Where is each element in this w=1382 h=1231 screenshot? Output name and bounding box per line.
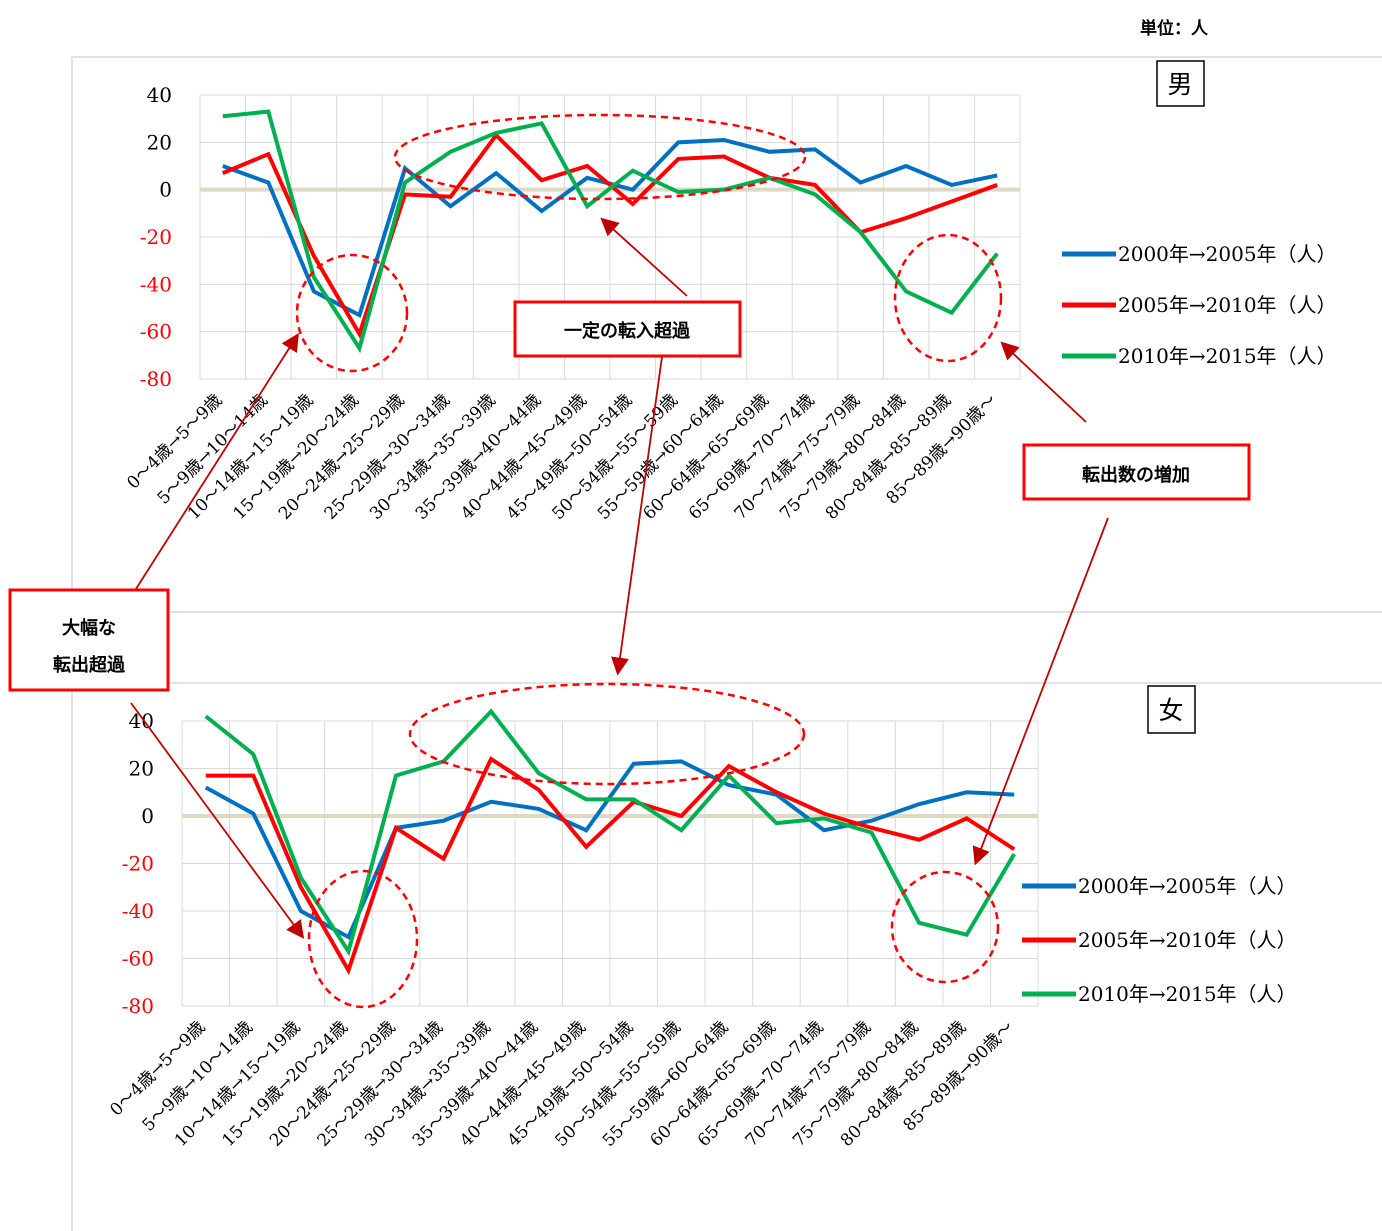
male-legend-label-3: 2010年→2015年（人） (1118, 344, 1337, 368)
arrow-large-to-male (133, 332, 299, 593)
male-ytick-label: -40 (140, 272, 172, 296)
male-20s-ellipse (295, 253, 409, 373)
arrows (130, 217, 1109, 939)
female-ytick-label: -40 (122, 899, 154, 923)
male-title-box: 男 (1156, 60, 1205, 107)
arrow-outflow-to-male (1000, 341, 1087, 423)
female-ytick-label: -20 (122, 852, 154, 876)
arrow-large-to-female (130, 702, 305, 939)
callout-outflow-increase-text: 転出数の増加 (1082, 464, 1190, 486)
female-chart: 40200-20-40-60-800～4歳→5～9歳5～9歳→10～14歳10～… (106, 708, 1297, 1151)
callout-large-outflow-line2: 転出超過 (53, 654, 126, 676)
female-series-line-3 (204, 708, 1016, 957)
female-ytick-label: 20 (129, 757, 154, 781)
female-legend-label-2: 2005年→2010年（人） (1078, 928, 1297, 952)
female-inflow-ellipse (408, 682, 806, 786)
male-series-line-3 (222, 109, 999, 354)
callout-constant-inflow-text: 一定の転入超過 (564, 320, 691, 342)
female-title-box: 女 (1147, 685, 1196, 734)
female-ytick-label: -80 (122, 994, 154, 1018)
male-ytick-label: -80 (140, 367, 172, 391)
male-inflow-ellipse (393, 113, 807, 201)
female-legend-label-3: 2010年→2015年（人） (1078, 982, 1297, 1006)
arrow-inflow-to-female (611, 356, 663, 676)
arrow-outflow-to-female (972, 517, 1109, 866)
callout-constant-inflow: 一定の転入超過 (513, 300, 742, 358)
callout-large-outflow: 大幅な 転出超過 (8, 588, 170, 692)
female-series-line-1 (204, 759, 1015, 940)
male-title: 男 (1167, 70, 1192, 99)
female-gridlines (181, 720, 1039, 1007)
male-ytick-label: 0 (159, 178, 172, 202)
female-20s-ellipse (307, 869, 419, 1009)
female-title: 女 (1158, 696, 1183, 725)
male-gridlines (199, 94, 1021, 380)
male-legend-label-1: 2000年→2005年（人） (1118, 242, 1337, 266)
male-series-line-2 (222, 132, 998, 339)
female-elderly-ellipse (890, 870, 1000, 984)
arrow-inflow-to-male (600, 217, 688, 297)
female-ytick-label: 0 (141, 804, 154, 828)
male-ytick-label: 40 (147, 83, 172, 107)
female-series-line-2 (205, 756, 1016, 976)
female-legend-label-1: 2000年→2005年（人） (1078, 874, 1297, 898)
male-ytick-label: 20 (147, 130, 172, 154)
unit-label: 単位：人 (1140, 19, 1208, 39)
male-elderly-ellipse (893, 233, 1003, 363)
callout-outflow-increase: 転出数の増加 (1022, 443, 1251, 501)
male-legend-label-2: 2005年→2010年（人） (1118, 293, 1337, 317)
male-chart: 40200-20-40-60-800～4歳→5～9歳5～9歳→10～14歳10～… (123, 83, 1336, 524)
highlight-ellipses (295, 113, 1003, 1009)
female-ytick-label: -60 (122, 947, 154, 971)
male-ytick-label: -60 (140, 320, 172, 344)
callout-large-outflow-line1: 大幅な (62, 617, 116, 639)
male-ytick-label: -20 (140, 225, 172, 249)
